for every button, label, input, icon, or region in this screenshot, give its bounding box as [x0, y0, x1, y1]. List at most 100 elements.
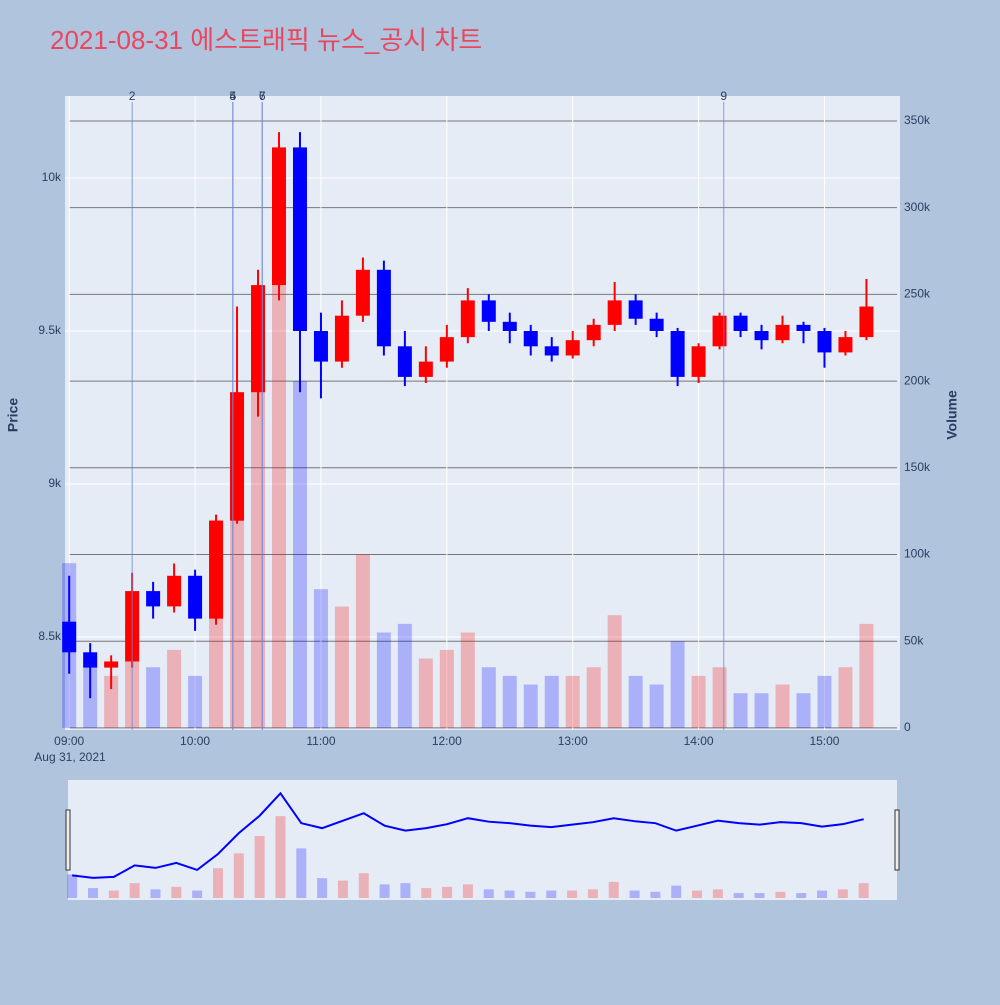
x-tick-label: 13:00 — [558, 734, 588, 748]
candle-body — [586, 324, 601, 341]
slider-volume-bar — [296, 848, 307, 898]
volume-bar — [167, 649, 182, 728]
range-handle[interactable] — [894, 809, 900, 871]
candle-body — [523, 330, 538, 347]
y-tick-label: 10k — [42, 170, 62, 184]
slider-volume-bar — [87, 888, 98, 898]
slider-volume-bar — [379, 884, 390, 898]
volume-bar — [565, 675, 580, 728]
candle-body — [355, 269, 370, 316]
candle-body — [167, 575, 182, 607]
y2-tick-label: 250k — [904, 287, 931, 301]
volume-bar — [376, 632, 391, 728]
x-tick-label: 10:00 — [180, 734, 210, 748]
slider-volume-bar — [67, 874, 78, 898]
x-tick-label: 14:00 — [684, 734, 714, 748]
candle-body — [376, 269, 391, 347]
volume-bar — [859, 623, 874, 728]
slider-volume-bar — [358, 873, 369, 898]
volume-bar — [733, 693, 748, 728]
volume-bar — [817, 675, 832, 728]
range-handle[interactable] — [65, 809, 71, 871]
volume-bar — [775, 684, 790, 728]
candle-body — [334, 315, 349, 362]
candle-body — [271, 147, 286, 286]
candle-body — [502, 321, 517, 331]
candle-body — [481, 300, 496, 322]
candle-body — [83, 652, 98, 668]
chart-title: 2021-08-31 에스트래픽 뉴스_공시 차트 — [50, 25, 482, 55]
volume-bar — [397, 623, 412, 728]
candle-body — [292, 147, 307, 331]
news-marker-label: 7 — [259, 89, 266, 103]
volume-bar — [586, 667, 601, 728]
y2-axis-title: Volume — [944, 390, 960, 440]
y-tick-label: 9k — [48, 476, 62, 490]
slider-volume-bar — [775, 891, 786, 898]
volume-bar — [712, 667, 727, 728]
x-tick-label: 12:00 — [432, 734, 462, 748]
volume-bar — [460, 632, 475, 728]
volume-bar — [607, 615, 622, 728]
volume-bar — [691, 675, 706, 728]
volume-bar — [754, 693, 769, 728]
candle-body — [313, 330, 328, 362]
volume-bar — [104, 675, 119, 728]
candle-body — [649, 318, 664, 331]
y2-tick-label: 50k — [904, 633, 924, 647]
candle-body — [565, 340, 580, 356]
slider-volume-bar — [108, 890, 119, 898]
candle-body — [146, 591, 161, 607]
volume-bar — [838, 667, 853, 728]
volume-bar — [146, 667, 161, 728]
slider-volume-bar — [650, 891, 661, 898]
candle-body — [628, 300, 643, 319]
slider-volume-bar — [671, 885, 682, 898]
candle-body — [418, 361, 433, 377]
x-tick-label: 15:00 — [809, 734, 839, 748]
y2-tick-label: 150k — [904, 460, 931, 474]
y2-tick-label: 200k — [904, 373, 931, 387]
news-marker-label: 5 — [229, 89, 236, 103]
slider-volume-bar — [317, 878, 328, 898]
slider-volume-bar — [462, 884, 473, 898]
slider-volume-bar — [754, 893, 765, 898]
candle-body — [188, 575, 203, 619]
candle-body — [209, 520, 224, 619]
slider-volume-bar — [337, 880, 348, 898]
volume-bar — [313, 589, 328, 728]
slider-volume-bar — [171, 886, 182, 898]
slider-volume-bar — [192, 890, 203, 898]
volume-bar — [251, 294, 266, 728]
candle-body — [670, 330, 685, 377]
volume-bar — [670, 641, 685, 728]
candle-body — [62, 621, 77, 653]
candle-body — [230, 392, 245, 521]
slider-volume-bar — [837, 889, 848, 898]
slider-volume-bar — [629, 890, 640, 898]
candle-body — [460, 300, 475, 338]
slider-volume-bar — [817, 890, 828, 898]
candle-body — [544, 346, 559, 356]
y-axis-title: Price — [5, 398, 21, 432]
slider-price-line — [72, 791, 864, 879]
candle-body — [397, 346, 412, 377]
volume-bar — [271, 155, 286, 728]
slider-volume-bar — [483, 889, 494, 898]
volume-bar — [292, 381, 307, 728]
volume-bar — [188, 675, 203, 728]
slider-volume-bar — [712, 889, 723, 898]
slider-volume-bar — [587, 889, 598, 898]
volume-bar — [628, 675, 643, 728]
volume-bar — [502, 675, 517, 728]
candle-body — [691, 346, 706, 377]
slider-volume-bar — [129, 883, 140, 898]
candle-body — [607, 300, 622, 325]
candle-body — [439, 337, 454, 362]
x-tick-label: 09:00 — [54, 734, 84, 748]
range-slider[interactable] — [68, 780, 897, 900]
x-tick-label: 11:00 — [306, 734, 335, 748]
volume-bar — [523, 684, 538, 728]
candle-body — [251, 285, 266, 393]
